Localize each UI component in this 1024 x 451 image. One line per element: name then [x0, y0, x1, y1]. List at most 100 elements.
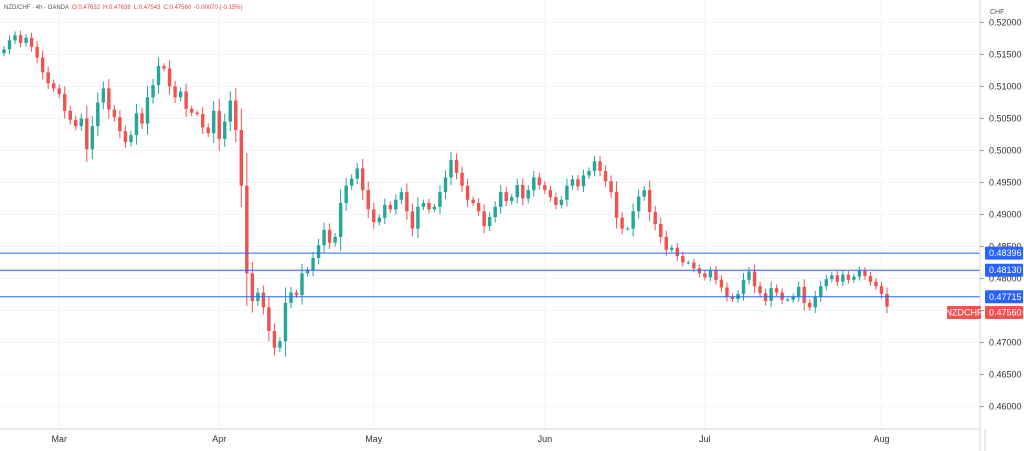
- candle-body: [614, 192, 619, 218]
- price-tick-label: 0.48500: [989, 242, 1022, 252]
- candle-body: [68, 110, 72, 120]
- candle-body: [493, 206, 497, 218]
- candle-body: [383, 204, 387, 218]
- candle-body: [85, 118, 89, 150]
- currency-label: CHF: [990, 9, 1004, 16]
- candle-body: [543, 185, 547, 191]
- candle-body: [692, 262, 696, 269]
- price-tick-label: 0.51000: [989, 81, 1022, 91]
- price-tick-label: 0.52000: [989, 17, 1022, 27]
- legend-high: H:0.47638: [103, 5, 131, 11]
- candle-body: [521, 185, 525, 199]
- candle-body: [460, 172, 464, 186]
- candle-body: [526, 190, 530, 199]
- candle-body: [758, 286, 762, 294]
- candle-body: [532, 177, 536, 191]
- candle-body: [636, 196, 641, 212]
- candle-body: [471, 199, 475, 203]
- candle-body: [774, 288, 779, 293]
- time-tick-label: Jul: [699, 434, 711, 444]
- level-tag-bg: [985, 290, 1023, 304]
- chart-grid: [0, 0, 980, 429]
- candle-body: [366, 190, 370, 210]
- legend-symbol[interactable]: NZD/CHF · 4h · OANDA: [4, 5, 70, 11]
- candle-body: [305, 270, 310, 274]
- candle-body: [289, 292, 293, 303]
- legend-close: C:0.47560: [163, 5, 192, 11]
- candle-body: [178, 91, 183, 98]
- candle-body: [51, 83, 56, 89]
- candle-body: [184, 91, 188, 109]
- candle-body: [327, 229, 332, 243]
- candle-body: [686, 262, 691, 264]
- candle-body: [162, 65, 166, 69]
- candle-body: [824, 279, 829, 287]
- candle-body: [487, 217, 492, 227]
- candle-body: [857, 270, 862, 277]
- candle-body: [294, 292, 299, 296]
- candle-body: [581, 175, 586, 187]
- candle-body: [438, 192, 442, 207]
- candle-body: [156, 65, 161, 86]
- candle-body: [355, 168, 359, 179]
- time-tick-label: Mar: [51, 434, 67, 444]
- candle-body: [642, 190, 646, 197]
- candle-body: [885, 293, 889, 307]
- level-tag-text: 0.47715: [989, 292, 1022, 302]
- time-axis[interactable]: Mar Apr May Jun Jul Aug: [51, 434, 889, 444]
- legend-open: O:0.47632: [72, 5, 101, 11]
- candle-body: [377, 217, 381, 223]
- candle-body: [57, 88, 61, 95]
- candle-body: [234, 100, 238, 130]
- candle-body: [785, 299, 790, 301]
- horizontal-levels: [0, 252, 980, 298]
- candle-body: [427, 202, 431, 210]
- candle-body: [35, 46, 39, 58]
- candle-body: [631, 211, 635, 229]
- candle-body: [79, 118, 83, 127]
- candle-body: [697, 268, 702, 274]
- candle-body: [741, 279, 746, 294]
- candle-body: [504, 192, 508, 202]
- candle-body: [151, 85, 155, 98]
- candle-body: [719, 279, 724, 288]
- candle-body: [118, 117, 122, 132]
- price-tag-text: 0.47560: [989, 308, 1022, 318]
- symbol-tag-text: NZDCHF: [946, 308, 983, 318]
- candle-body: [796, 286, 801, 297]
- candle-body: [140, 113, 144, 124]
- candle-body: [879, 286, 884, 294]
- candle-body: [808, 302, 812, 308]
- candle-body: [189, 108, 194, 113]
- candle-body: [372, 209, 376, 223]
- candle-body: [24, 37, 28, 43]
- candle-body: [576, 179, 580, 187]
- candle-body: [228, 100, 232, 122]
- candle-body: [703, 273, 707, 278]
- candle-body: [388, 204, 393, 210]
- candle-body: [46, 72, 50, 84]
- candle-body: [18, 35, 23, 43]
- candle-body: [510, 197, 514, 202]
- time-tick-label: May: [365, 434, 383, 444]
- candle-body: [40, 57, 45, 73]
- price-axis[interactable]: 0.52000 0.51500 0.51000 0.50500 0.50000 0.495…: [980, 17, 1022, 412]
- level-tag-text: 0.48396: [989, 248, 1022, 258]
- time-tick-label: Jun: [538, 434, 553, 444]
- symbol-legend: NZD/CHF · 4h · OANDA O:0.47632 H:0.47638…: [4, 5, 243, 11]
- candle-body: [454, 160, 459, 173]
- candle-body: [167, 68, 172, 87]
- price-tick-label: 0.46000: [989, 402, 1022, 412]
- candle-body: [813, 296, 817, 308]
- candle-body: [7, 40, 12, 50]
- candle-body: [554, 197, 558, 205]
- candle-body: [300, 273, 304, 296]
- candle-body: [675, 247, 679, 257]
- candle-body: [101, 88, 106, 103]
- candle-body: [283, 302, 288, 342]
- candle-body: [841, 274, 845, 282]
- candle-body: [565, 185, 569, 200]
- level-tag-bg: [985, 263, 1023, 277]
- level-price-tags: 0.48396 0.48130 0.47715: [985, 246, 1023, 304]
